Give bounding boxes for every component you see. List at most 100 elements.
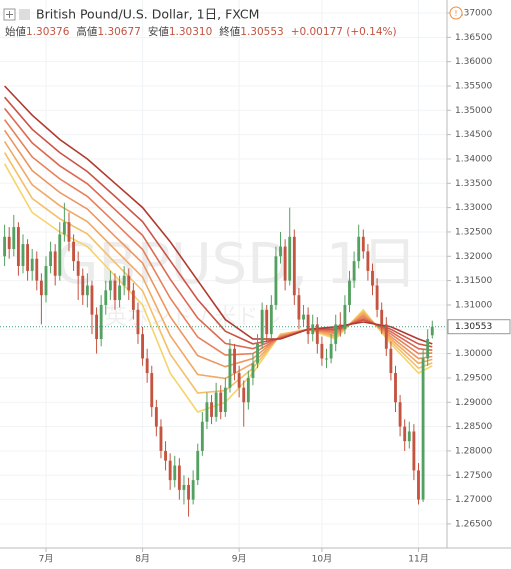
y-tick-label: 1.35000 (455, 106, 492, 116)
candle-body (3, 236, 7, 257)
candle-body (412, 431, 416, 471)
candle-body (35, 258, 39, 281)
expand-icon-glyph (6, 11, 13, 18)
candle-body (219, 392, 223, 412)
y-tick-label: 1.31000 (455, 300, 492, 310)
candle-body (164, 450, 167, 461)
candle-body (104, 290, 108, 305)
candle-body (306, 314, 310, 335)
candle-body (279, 246, 282, 257)
x-tick-label: 8月 (135, 554, 150, 565)
candle-body (182, 484, 186, 490)
candle-body (16, 227, 20, 267)
candle-body (154, 407, 158, 427)
candle-body (214, 392, 218, 417)
candle-body (260, 309, 264, 344)
candle-body (141, 334, 144, 359)
candle-body (325, 358, 328, 360)
candle-body (283, 246, 287, 281)
symbol-icon[interactable] (19, 9, 30, 20)
candle-body (398, 402, 402, 427)
candle-body (108, 280, 112, 291)
y-tick-label: 1.33500 (455, 179, 492, 189)
candle-body (122, 275, 126, 286)
y-tick-label: 1.27500 (455, 471, 492, 481)
candle-body (21, 244, 25, 267)
y-tick-label: 1.33000 (455, 203, 492, 213)
ohlc-value: 1.30677 (97, 26, 140, 38)
candle-body (131, 290, 135, 310)
candle-body (26, 244, 30, 271)
candle-body (421, 358, 425, 500)
candle-body (430, 326, 434, 336)
candle-body (85, 285, 89, 296)
candle-body (118, 285, 121, 301)
y-tick-label: 1.35500 (455, 81, 492, 91)
candle-body (191, 480, 195, 500)
candle-body (302, 314, 305, 320)
candle-body (274, 256, 278, 305)
alert-icon[interactable] (449, 6, 463, 20)
x-tick-label: 10月 (312, 554, 332, 565)
ohlc-label: 始値 (5, 25, 26, 38)
candle-body (348, 280, 351, 305)
candle-body (90, 285, 94, 315)
change: +0.00177 (+0.14%) (291, 26, 397, 38)
candle-body (292, 236, 296, 296)
candle-body (403, 426, 407, 442)
candle-body (159, 426, 163, 451)
candle-body (223, 387, 227, 412)
ohlc-value: 1.30310 (169, 26, 212, 38)
last-price-label: 1.30553 (455, 322, 492, 332)
candle-body (210, 402, 213, 417)
candle-body (407, 431, 411, 442)
y-tick-label: 1.32000 (455, 252, 492, 262)
candle-body (426, 339, 430, 359)
candle-body (168, 460, 172, 481)
y-tick-label: 1.34500 (455, 130, 492, 140)
y-tick-label: 1.28500 (455, 422, 492, 432)
y-tick-label: 1.30000 (455, 349, 492, 359)
candle-body (233, 348, 236, 374)
candle-body (177, 465, 181, 490)
y-tick-label: 1.27000 (455, 495, 492, 505)
candle-body (357, 236, 361, 262)
candle-body (44, 266, 48, 296)
candle-body (99, 304, 103, 340)
candle-body (113, 280, 117, 301)
ohlc-label: 安値 (148, 25, 169, 38)
plot (0, 85, 447, 517)
candle-body (389, 348, 393, 374)
candle-body (76, 261, 80, 276)
last-price-box (447, 319, 511, 335)
candle-body (145, 358, 149, 374)
candle-body (251, 363, 255, 378)
candle-body (329, 343, 333, 359)
candle-body (7, 236, 11, 249)
y-tick-label: 1.29000 (455, 398, 492, 408)
ohlc-label: 高値 (76, 25, 97, 38)
candle-body (237, 373, 241, 388)
candle-body (375, 285, 379, 310)
candle-body (320, 343, 324, 359)
candle-body (256, 343, 259, 364)
candle-body (246, 377, 250, 403)
y-tick-label: 1.34000 (455, 154, 492, 164)
candle-body (39, 280, 43, 296)
x-tick-label: 9月 (232, 554, 247, 565)
ohlc-label: 終値 (219, 25, 240, 38)
candle-body (136, 309, 140, 335)
alert-glyph: ! (454, 9, 457, 18)
candle-body (49, 251, 53, 267)
y-tick-label: 1.36500 (455, 33, 492, 43)
y-tick-label: 1.29500 (455, 373, 492, 383)
candle-body (205, 402, 209, 422)
candle-body (297, 295, 301, 320)
candle-body (352, 261, 356, 281)
candle-body (187, 484, 190, 500)
candle-body (200, 421, 204, 451)
candle-body (334, 324, 338, 344)
candle-body (269, 304, 273, 335)
